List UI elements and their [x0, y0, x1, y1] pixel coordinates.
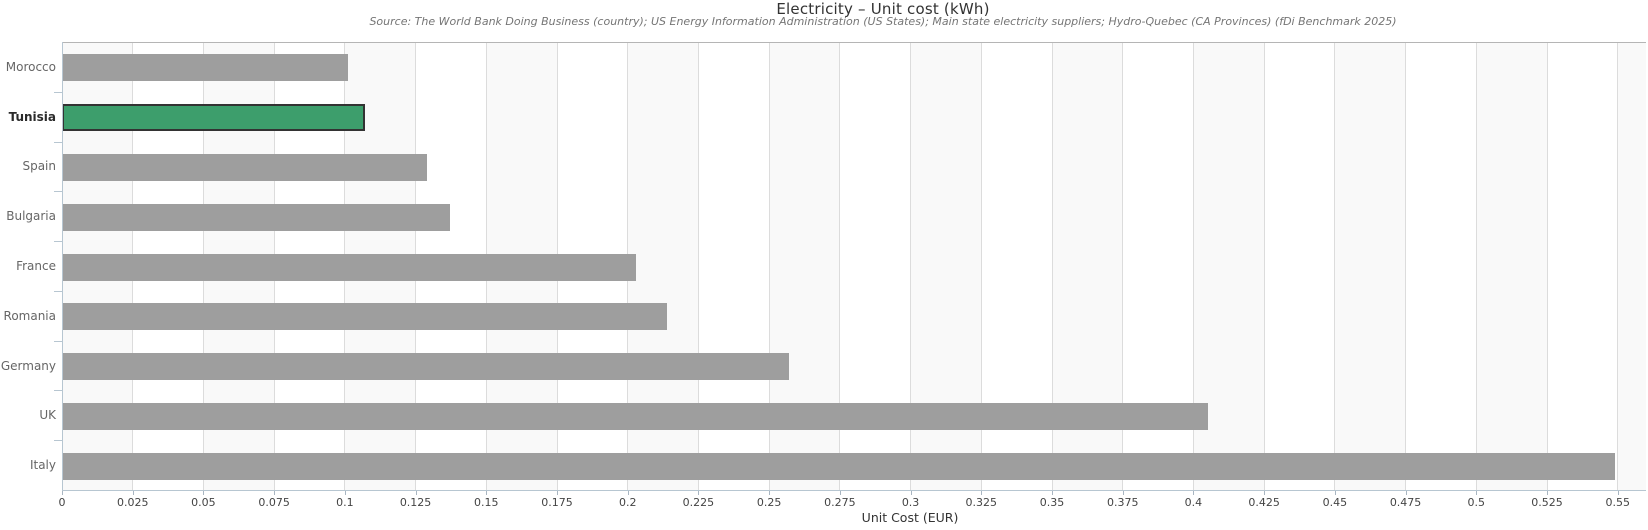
gridline [1051, 43, 1053, 491]
plot-area [62, 42, 1646, 491]
x-tick-label: 0.075 [258, 496, 290, 509]
background-band [1617, 43, 1646, 491]
x-axis-tick [557, 491, 558, 495]
bar-bulgaria [62, 203, 450, 231]
category-label-italy: Italy [29, 458, 56, 473]
gridline [1334, 43, 1336, 491]
x-axis-tick [344, 491, 346, 495]
x-axis-tick [1476, 491, 1478, 495]
x-tick-label: 0.225 [682, 496, 715, 509]
y-axis-tick [54, 191, 62, 193]
y-axis-tick [54, 290, 62, 292]
x-axis-tick [698, 491, 700, 495]
x-axis-tick [627, 491, 629, 495]
chart-title: Electricity – Unit cost (kWh) [776, 0, 990, 18]
x-axis-title: Unit Cost (EUR) [861, 510, 959, 525]
bar-germany [62, 353, 789, 381]
gridline [768, 43, 770, 491]
y-axis-tick [54, 91, 62, 93]
x-axis-tick [132, 491, 134, 495]
x-axis-tick [1334, 491, 1336, 495]
category-label-bulgaria: Bulgaria [6, 209, 56, 224]
y-axis-tick [54, 241, 62, 243]
x-axis-tick [1405, 491, 1407, 495]
x-axis-tick [981, 491, 983, 495]
x-axis-tick [1617, 491, 1619, 495]
gridline [1475, 43, 1477, 491]
x-axis-tick [203, 491, 205, 495]
x-tick-label: 0.025 [116, 496, 149, 509]
x-axis-line [62, 490, 1646, 491]
bar-romania [62, 303, 668, 331]
background-band [1476, 43, 1547, 491]
gridline [910, 43, 912, 491]
x-axis-tick [1122, 491, 1124, 495]
x-axis-tick [910, 491, 912, 495]
x-tick-label: 0.15 [474, 496, 499, 509]
bar-uk [62, 402, 1208, 430]
gridline [1192, 43, 1194, 491]
bar-spain [62, 153, 427, 181]
gridline [839, 43, 841, 491]
bar-italy [62, 452, 1615, 480]
x-axis-tick [486, 491, 488, 495]
x-tick-label: 0.375 [1106, 496, 1139, 509]
y-axis-line [62, 42, 63, 495]
category-label-morocco: Morocco [5, 59, 56, 74]
x-tick-label: 0.05 [191, 496, 216, 509]
bar-morocco [62, 54, 348, 82]
gridline [1122, 43, 1124, 491]
x-tick-label: 0.25 [756, 496, 782, 509]
x-tick-label: 0.4 [1184, 496, 1203, 509]
x-tick-label: 0.3 [901, 496, 920, 509]
category-label-romania: Romania [3, 308, 56, 323]
category-label-spain: Spain [22, 159, 56, 174]
y-axis-tick [54, 390, 62, 392]
chart-subtitle: Source: The World Bank Doing Business (c… [369, 15, 1397, 28]
x-axis-tick [1193, 491, 1195, 495]
bar-france [62, 253, 637, 281]
x-axis-tick [62, 491, 63, 495]
x-tick-label: 0.1 [336, 496, 354, 509]
x-tick-label: 0.325 [965, 496, 998, 509]
y-axis-tick [54, 440, 62, 442]
gridline [1263, 43, 1265, 491]
bar-tunisia [62, 104, 365, 132]
y-axis-tick [54, 340, 62, 342]
x-axis-tick [839, 491, 841, 495]
x-tick-label: 0.35 [1039, 496, 1065, 509]
x-tick-label: 0.425 [1248, 496, 1280, 509]
category-label-germany: Germany [0, 358, 56, 373]
x-tick-label: 0.475 [1389, 496, 1422, 509]
x-tick-label: 0.525 [1531, 496, 1563, 509]
background-band [1334, 43, 1406, 491]
y-axis-tick [54, 141, 62, 143]
category-label-uk: UK [39, 408, 56, 423]
x-tick-label: 0.55 [1605, 496, 1630, 509]
x-axis-tick [1052, 491, 1053, 495]
gridline [1405, 43, 1407, 491]
gridline [697, 43, 699, 491]
x-tick-label: 0.175 [541, 496, 573, 509]
x-tick-label: 0.2 [618, 496, 637, 509]
x-axis-tick [1264, 491, 1266, 495]
category-label-tunisia: Tunisia [8, 109, 56, 124]
x-tick-label: 0.5 [1467, 496, 1486, 509]
gridline [1546, 43, 1548, 491]
x-axis-tick [1547, 491, 1548, 495]
x-axis-tick [274, 491, 276, 495]
x-tick-label: 0 [58, 496, 66, 509]
x-tick-label: 0.45 [1322, 496, 1348, 509]
x-tick-label: 0.275 [824, 496, 856, 509]
category-label-france: France [16, 258, 56, 273]
x-tick-label: 0.125 [399, 496, 432, 509]
x-axis-tick [415, 491, 417, 495]
gridline [980, 43, 982, 491]
x-axis-tick [769, 491, 771, 495]
gridline [1617, 43, 1619, 491]
